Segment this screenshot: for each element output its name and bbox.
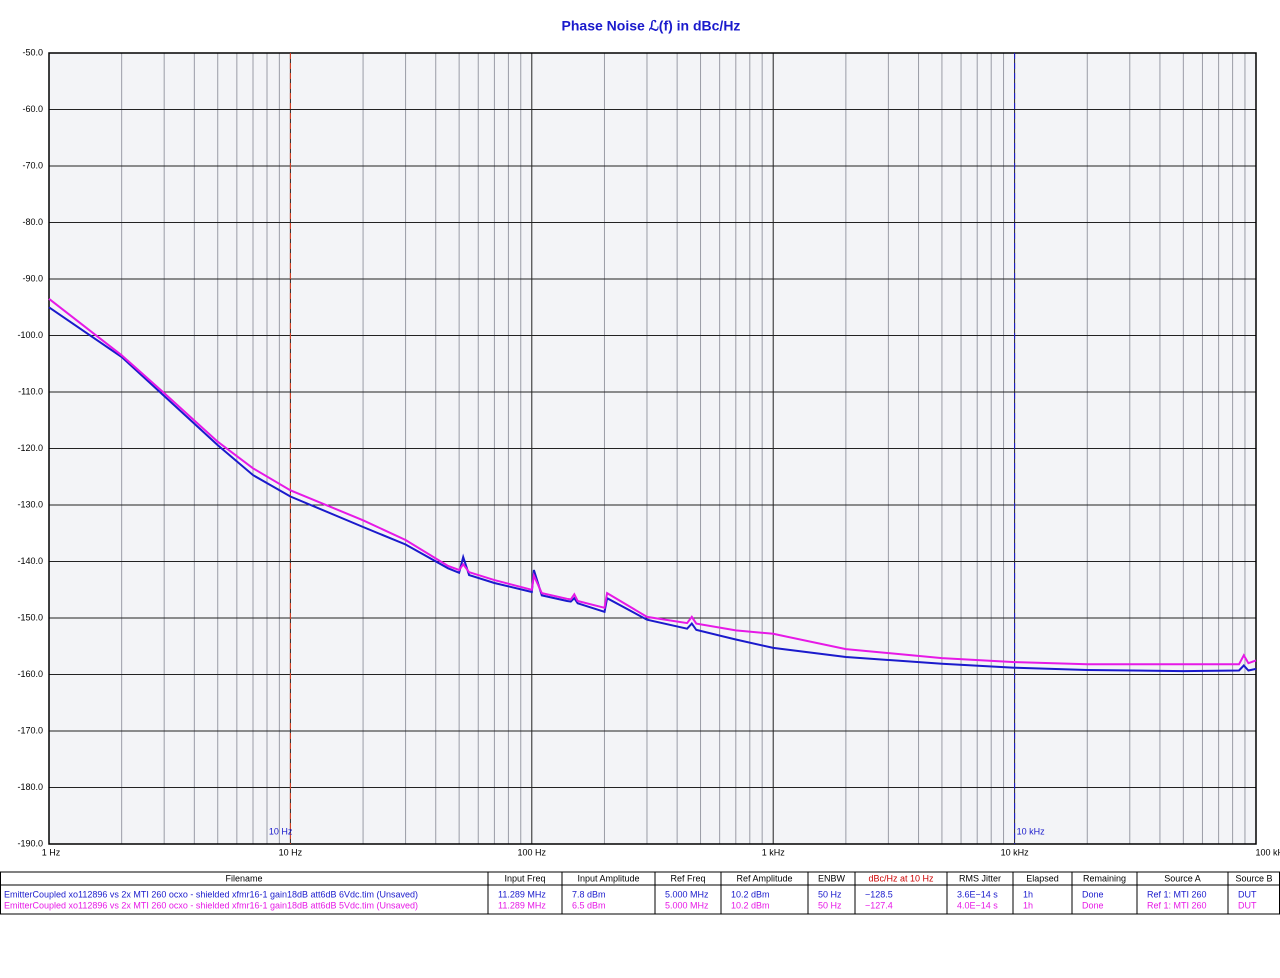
table-cell: 50 Hz — [818, 889, 842, 899]
table-cell: 10.2 dBm — [731, 889, 770, 899]
table-cell: 10.2 dBm — [731, 900, 770, 910]
y-tick-label: -90.0 — [22, 273, 43, 283]
chart-title: Phase Noise ℒ(f) in dBc/Hz — [562, 18, 741, 34]
y-tick-label: -100.0 — [17, 330, 43, 340]
table-cell: 1h — [1023, 900, 1033, 910]
table-cell: 6.5 dBm — [572, 900, 606, 910]
table-cell: DUT — [1238, 889, 1257, 899]
x-tick-label: 1 kHz — [762, 847, 786, 857]
marker-label: 10 kHz — [1017, 826, 1046, 836]
y-tick-label: -50.0 — [22, 47, 43, 57]
table-header: Input Freq — [504, 873, 545, 883]
table-cell: Done — [1082, 900, 1104, 910]
y-tick-label: -170.0 — [17, 725, 43, 735]
table-cell: 11.289 MHz — [498, 889, 546, 899]
table-cell: EmitterCoupled xo112896 vs 2x MTI 260 oc… — [4, 889, 418, 899]
x-tick-label: 10 Hz — [279, 847, 303, 857]
y-tick-label: -80.0 — [22, 217, 43, 227]
table-header: Source A — [1164, 873, 1201, 883]
series-line — [48, 298, 1257, 666]
y-tick-label: -160.0 — [17, 669, 43, 679]
y-tick-label: -120.0 — [17, 443, 43, 453]
table-cell: −128.5 — [865, 889, 893, 899]
y-tick-label: -70.0 — [22, 160, 43, 170]
y-tick-label: -110.0 — [18, 386, 43, 396]
table-header: Ref Amplitude — [736, 873, 792, 883]
table-cell: Ref 1: MTI 260 — [1147, 889, 1207, 899]
y-tick-label: -180.0 — [17, 782, 43, 792]
table-header: Remaining — [1083, 873, 1126, 883]
table-cell: DUT — [1238, 900, 1257, 910]
y-tick-label: -140.0 — [17, 556, 43, 566]
table-header: RMS Jitter — [959, 873, 1001, 883]
x-tick-label: 10 kHz — [1001, 847, 1030, 857]
x-tick-label: 100 kHz — [1255, 847, 1280, 857]
x-tick-label: 100 Hz — [518, 847, 547, 857]
table-header: Ref Freq — [670, 873, 705, 883]
table-header: Input Amplitude — [577, 873, 639, 883]
table-cell: 1h — [1023, 889, 1033, 899]
table-header: ENBW — [818, 873, 846, 883]
table-cell: 3.6E−14 s — [957, 889, 998, 899]
table-cell: 50 Hz — [818, 900, 842, 910]
table-cell: 5.000 MHz — [665, 889, 709, 899]
table-cell: 5.000 MHz — [665, 900, 709, 910]
y-tick-label: -130.0 — [17, 499, 43, 509]
y-tick-label: -190.0 — [17, 838, 43, 848]
table-frame — [0, 871, 1280, 915]
plot-border — [48, 52, 1257, 845]
table-header: dBc/Hz at 10 Hz — [868, 873, 934, 883]
marker-label: 10 Hz — [269, 826, 293, 836]
table-cell: 4.0E−14 s — [957, 900, 998, 910]
x-tick-label: 1 Hz — [42, 847, 61, 857]
table-header: Elapsed — [1026, 873, 1059, 883]
y-tick-label: -60.0 — [22, 104, 43, 114]
table-cell: EmitterCoupled xo112896 vs 2x MTI 260 oc… — [4, 900, 418, 910]
table-cell: −127.4 — [865, 900, 893, 910]
series-line — [48, 306, 1257, 673]
table-cell: Done — [1082, 889, 1104, 899]
table-cell: 7.8 dBm — [572, 889, 606, 899]
table-cell: Ref 1: MTI 260 — [1147, 900, 1207, 910]
table-header: Filename — [225, 873, 262, 883]
y-tick-label: -150.0 — [17, 612, 43, 622]
table-cell: 11.289 MHz — [498, 900, 546, 910]
table-header: Source B — [1235, 873, 1272, 883]
